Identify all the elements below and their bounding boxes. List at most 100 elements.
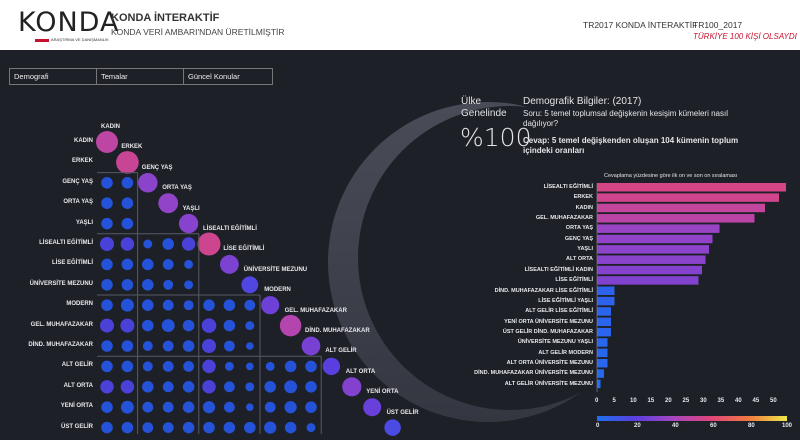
bar[interactable] [597, 379, 601, 389]
matrix-dot[interactable] [142, 319, 154, 332]
diagonal-dot[interactable] [158, 193, 179, 214]
matrix-dot[interactable] [202, 401, 216, 414]
matrix-dot[interactable] [120, 380, 135, 394]
matrix-dot[interactable] [101, 340, 113, 352]
matrix-dot[interactable] [181, 237, 196, 251]
matrix-dot[interactable] [143, 239, 153, 249]
matrix-dot[interactable] [246, 342, 254, 350]
matrix-dot[interactable] [101, 299, 113, 311]
bar[interactable] [597, 245, 709, 254]
matrix-dot[interactable] [100, 237, 114, 251]
matrix-dot[interactable] [142, 422, 154, 433]
bar[interactable] [597, 327, 611, 337]
bar[interactable] [597, 348, 608, 358]
bar[interactable] [597, 369, 604, 378]
matrix-dot[interactable] [284, 401, 297, 414]
diagonal-dot[interactable] [279, 314, 302, 337]
matrix-dot[interactable] [142, 401, 154, 413]
matrix-dot[interactable] [183, 300, 194, 311]
diagonal-dot[interactable] [384, 419, 401, 436]
matrix-dot[interactable] [121, 258, 134, 271]
matrix-dot[interactable] [305, 381, 317, 393]
matrix-dot[interactable] [224, 381, 235, 393]
matrix-dot[interactable] [121, 197, 134, 209]
matrix-dot[interactable] [306, 423, 316, 433]
matrix-dot[interactable] [184, 280, 194, 290]
matrix-dot[interactable] [120, 298, 134, 312]
diagonal-dot[interactable] [363, 398, 382, 417]
matrix-dot[interactable] [142, 279, 154, 291]
matrix-dot[interactable] [121, 177, 134, 189]
bar[interactable] [597, 193, 779, 202]
diagonal-dot[interactable] [241, 276, 259, 294]
matrix-dot[interactable] [284, 421, 297, 434]
tab-guncel-konular[interactable]: Güncel Konular [188, 72, 240, 81]
matrix-dot[interactable] [120, 318, 135, 333]
matrix-dot[interactable] [264, 381, 276, 393]
matrix-dot[interactable] [101, 279, 113, 291]
diagonal-dot[interactable] [178, 213, 199, 234]
matrix-dot[interactable] [183, 361, 195, 372]
matrix-dot[interactable] [182, 401, 195, 413]
nav-link-tr100-sub[interactable]: TÜRKİYE 100 KİŞİ OLSAYDI [693, 32, 797, 41]
matrix-dot[interactable] [246, 362, 254, 371]
bar[interactable] [597, 224, 720, 233]
matrix-dot[interactable] [203, 421, 215, 434]
matrix-dot[interactable] [244, 299, 256, 311]
matrix-dot[interactable] [101, 177, 113, 189]
matrix-dot[interactable] [121, 340, 134, 352]
matrix-dot[interactable] [161, 319, 175, 333]
matrix-dot[interactable] [244, 421, 256, 434]
bar[interactable] [597, 214, 755, 223]
matrix-dot[interactable] [202, 380, 216, 394]
diagonal-dot[interactable] [301, 336, 321, 356]
matrix-dot[interactable] [202, 339, 216, 353]
bar[interactable] [597, 307, 611, 316]
matrix-dot[interactable] [121, 279, 134, 291]
matrix-dot[interactable] [265, 361, 275, 371]
bar[interactable] [597, 286, 615, 296]
matrix-dot[interactable] [245, 321, 255, 331]
matrix-dot[interactable] [305, 360, 317, 373]
matrix-dot[interactable] [142, 258, 154, 271]
diagonal-dot[interactable] [138, 173, 158, 193]
diagonal-dot[interactable] [219, 254, 239, 274]
matrix-dot[interactable] [305, 401, 317, 413]
matrix-dot[interactable] [202, 359, 216, 374]
diagonal-dot[interactable] [197, 232, 221, 256]
matrix-dot[interactable] [284, 380, 298, 394]
matrix-dot[interactable] [203, 299, 215, 311]
matrix-dot[interactable] [101, 258, 113, 271]
matrix-dot[interactable] [224, 401, 235, 413]
matrix-dot[interactable] [121, 360, 134, 373]
tab-temalar[interactable]: Temalar [97, 69, 184, 84]
matrix-dot[interactable] [120, 237, 135, 251]
matrix-dot[interactable] [162, 401, 174, 413]
matrix-dot[interactable] [163, 279, 174, 290]
bar[interactable] [597, 183, 786, 192]
matrix-dot[interactable] [101, 360, 113, 373]
matrix-dot[interactable] [162, 340, 174, 352]
diagonal-dot[interactable] [322, 357, 341, 376]
matrix-dot[interactable] [101, 421, 113, 434]
bar[interactable] [597, 234, 713, 244]
matrix-dot[interactable] [100, 380, 114, 394]
diagonal-dot[interactable] [342, 377, 362, 397]
nav-link-interaktif[interactable]: TR2017 KONDA İNTERAKTİF [583, 20, 698, 30]
matrix-dot[interactable] [101, 217, 113, 230]
matrix-dot[interactable] [201, 318, 217, 333]
matrix-dot[interactable] [223, 299, 236, 311]
matrix-dot[interactable] [224, 361, 234, 371]
matrix-dot[interactable] [162, 381, 174, 393]
matrix-dot[interactable] [184, 259, 194, 269]
matrix-dot[interactable] [120, 400, 134, 414]
matrix-dot[interactable] [121, 217, 134, 230]
matrix-dot[interactable] [182, 381, 195, 393]
matrix-dot[interactable] [182, 319, 195, 332]
matrix-dot[interactable] [182, 340, 195, 352]
matrix-dot[interactable] [162, 299, 174, 311]
matrix-dot[interactable] [162, 422, 174, 433]
matrix-dot[interactable] [162, 238, 174, 250]
matrix-dot[interactable] [142, 361, 153, 372]
bar[interactable] [597, 265, 702, 275]
